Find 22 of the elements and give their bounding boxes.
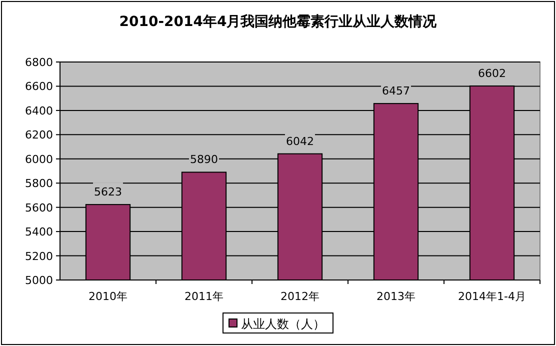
chart-title: 2010-2014年4月我国纳他霉素行业从业人数情况 xyxy=(119,14,438,30)
legend-label: 从业人数（人） xyxy=(241,317,325,331)
data-label: 6457 xyxy=(382,84,410,98)
data-label: 6042 xyxy=(286,134,314,148)
data-label: 5890 xyxy=(190,153,218,166)
y-tick-label: 6400 xyxy=(25,104,53,118)
data-label: 5623 xyxy=(94,186,122,199)
y-tick-label: 5800 xyxy=(25,177,53,190)
y-tick-label: 6000 xyxy=(25,152,53,166)
y-tick-label: 6600 xyxy=(25,80,53,94)
x-tick-label: 2011年 xyxy=(184,290,224,303)
y-tick-label: 5400 xyxy=(25,226,53,239)
y-tick-label: 6200 xyxy=(25,128,53,142)
y-tick-label: 5000 xyxy=(25,274,53,287)
y-tick-label: 6800 xyxy=(25,56,53,69)
data-label: 6602 xyxy=(478,66,506,80)
x-tick-label: 2014年1-4月 xyxy=(458,290,526,303)
y-tick-label: 5200 xyxy=(25,250,53,263)
x-tick-label: 2012年 xyxy=(280,290,320,303)
y-tick-label: 5600 xyxy=(25,201,53,214)
x-tick-label: 2013年 xyxy=(376,290,416,303)
x-tick-label: 2010年 xyxy=(88,290,128,303)
